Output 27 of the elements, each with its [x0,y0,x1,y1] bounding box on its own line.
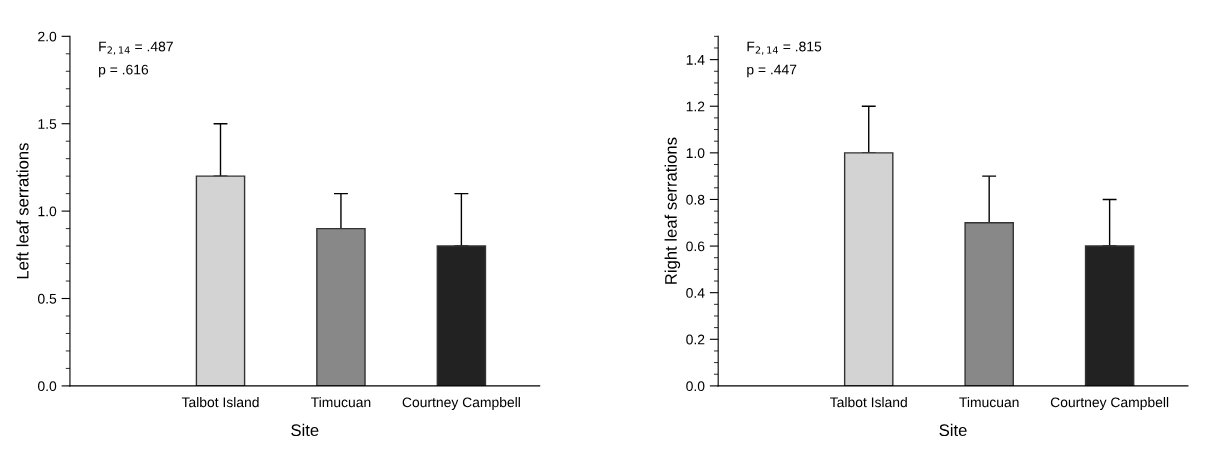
x-axis-title: Site [939,423,967,437]
y-tick-label: 2.0 [38,31,57,42]
y-tick-label: 0.0 [37,381,57,392]
y-tick-label: 0.6 [686,241,705,252]
x-tick-label: Talbot Island [830,397,907,408]
y-tick-label: 0.0 [686,381,705,392]
y-tick-label: 1.2 [686,101,705,112]
y-tick-label: 0.2 [686,334,705,345]
x-axis-title: Site [291,423,319,437]
y-tick-label: 1.5 [38,119,57,129]
x-tick-label: Courtney Campbell [402,397,520,410]
y-tick-label: 0.4 [686,288,705,298]
y-tick-label: 0.5 [37,293,57,304]
y-tick-label: 1.0 [686,148,705,159]
y-tick-label: 0.8 [686,194,705,205]
x-tick-label: Courtney Campbell [1050,397,1169,410]
annotation: F$_{2,14}$ = .815 [747,41,822,55]
annotation: p = .447 [747,64,797,78]
y-tick-label: 1.4 [686,55,705,65]
x-tick-label: Talbot Island [181,397,259,408]
annotation: F$_{2,14}$ = .487 [99,41,173,55]
annotation: p = .616 [99,64,149,78]
x-tick-label: Timucuan [959,397,1019,408]
x-tick-label: Timucuan [311,397,371,408]
y-tick-label: 1.0 [38,206,57,217]
y-axis-title: Left leaf serrations [16,143,29,279]
y-axis-title: Right leaf serrations [664,137,681,284]
